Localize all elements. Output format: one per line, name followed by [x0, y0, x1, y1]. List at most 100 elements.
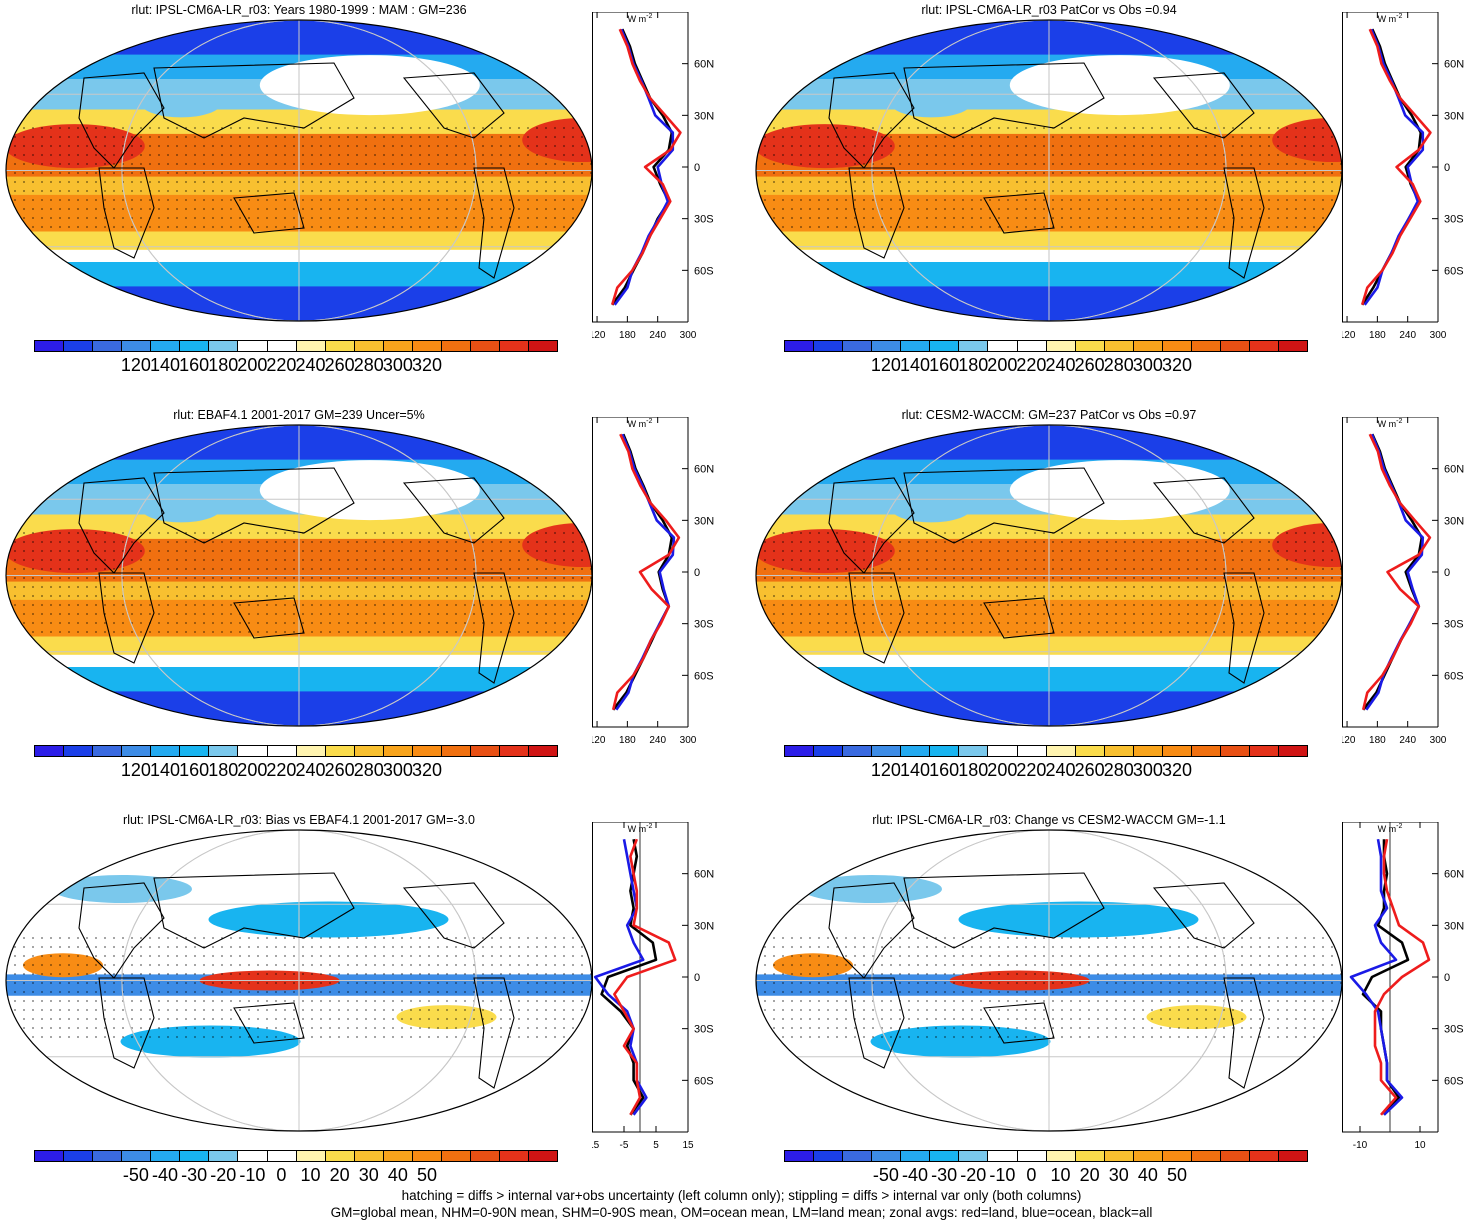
colorbar-label: 160: [179, 760, 210, 780]
colorbar-swatch: [180, 341, 210, 351]
zonal-lat-label: 30S: [1444, 214, 1464, 226]
colorbar-swatch: [122, 341, 152, 351]
panel-title: rlut: EBAF4.1 2001-2017 GM=239 Uncer=5%: [173, 408, 425, 422]
footer-line-2: GM=global mean, NHM=0-90N mean, SHM=0-90…: [330, 1205, 1153, 1220]
colorbar-swatch: [441, 341, 471, 351]
colorbar-swatch: [441, 746, 471, 756]
zonal-unit-label: W m-2: [1378, 13, 1403, 24]
colorbar-swatch: [1250, 1151, 1280, 1161]
colorbar-label: 10: [300, 1165, 321, 1185]
colorbar-swatch: [238, 341, 268, 351]
colorbar-swatch: [93, 746, 123, 756]
zonal-all-line: [611, 28, 674, 306]
zonal-lat-label: 60S: [1444, 1075, 1464, 1087]
colorbar-swatch: [325, 1151, 355, 1161]
colorbar-swatch: [1104, 746, 1134, 756]
zonal-lat-label: 60N: [694, 464, 714, 476]
colorbar-swatch: [959, 341, 989, 351]
colorbar-label: 140: [149, 760, 181, 780]
footer-line-1: hatching = diffs > internal var+obs unce…: [401, 1188, 1082, 1203]
colorbar-swatch: [959, 1151, 989, 1161]
colorbar-label: 180: [958, 760, 989, 780]
colorbar-label: 180: [958, 355, 989, 375]
colorbar-swatch: [267, 746, 297, 756]
colorbar-label: 200: [987, 355, 1018, 375]
colorbar-swatch: [470, 341, 500, 351]
colorbar-label: 140: [899, 355, 931, 375]
zonal-lat-label: 0: [1444, 567, 1450, 579]
colorbar-swatch: [238, 746, 268, 756]
colorbar-swatch: [1162, 1151, 1192, 1161]
colorbar-label: -20: [210, 1165, 237, 1185]
colorbar-label: -10: [989, 1165, 1016, 1185]
colorbar-swatch: [1191, 341, 1221, 351]
colorbar-label: 0: [276, 1165, 287, 1185]
zonal-lat-label: 0: [694, 567, 700, 579]
panel-title: rlut: IPSL-CM6A-LR_r03: Years 1980-1999 …: [131, 3, 467, 17]
zonal-x-tick-label: 120: [592, 330, 606, 341]
colorbar-labels: 120 140 160 180 200 220 240 260 280 300 320: [784, 760, 1308, 782]
colorbar-swatch: [930, 1151, 960, 1161]
colorbar-swatch: [1133, 341, 1163, 351]
colorbar-swatch: [1133, 746, 1163, 756]
colorbar-label: 30: [358, 1165, 379, 1185]
colorbar-swatch: [296, 1151, 326, 1161]
colorbar-label: -10: [239, 1165, 266, 1185]
zonal-x-tick-label: -15: [592, 1140, 600, 1151]
colorbar-swatch: [1279, 1151, 1308, 1161]
colorbar-label: 30: [1108, 1165, 1129, 1185]
colorbar-swatch: [930, 341, 960, 351]
colorbar-swatch: [64, 341, 94, 351]
zonal-all-line: [1362, 433, 1424, 711]
zonal-x-tick-label: 300: [1430, 330, 1447, 341]
zonal-mean-panel: W m-2 60N 30N 0 30S 60S 120 180 240 300: [592, 12, 714, 341]
colorbar-label: 180: [208, 760, 239, 780]
map-panel: [755, 829, 1343, 1132]
zonal-x-tick-label: 300: [680, 330, 697, 341]
colorbar-label: 300: [382, 355, 413, 375]
zonal-ocean-line: [613, 28, 675, 306]
colorbar-swatch: [325, 746, 355, 756]
zonal-lat-label: 30S: [694, 619, 714, 631]
zonal-x-tick-label: 240: [649, 735, 666, 746]
colorbar-swatch: [412, 341, 442, 351]
colorbar-swatch: [814, 341, 844, 351]
zonal-lat-label: 60N: [694, 869, 714, 881]
zonal-x-tick-label: 240: [1399, 735, 1416, 746]
colorbar-swatch: [122, 746, 152, 756]
zonal-lat-label: 60N: [1444, 464, 1464, 476]
colorbar-label: 280: [353, 760, 384, 780]
map-panel: [5, 829, 593, 1132]
zonal-mean-panel: W m-2 60N 30N 0 30S 60S 120 180 240 300: [1342, 417, 1464, 746]
colorbar-label: 140: [149, 355, 181, 375]
colorbar-swatch: [1220, 1151, 1250, 1161]
zonal-x-tick-label: 240: [649, 330, 666, 341]
zonal-ocean-line: [1363, 28, 1425, 306]
colorbar-swatch: [1046, 746, 1076, 756]
colorbar-swatch: [325, 341, 355, 351]
colorbar-label: 160: [929, 355, 960, 375]
colorbar-swatch: [1250, 341, 1280, 351]
colorbar-swatch: [1104, 341, 1134, 351]
zonal-ocean-line: [593, 838, 648, 1116]
colorbar-swatch: [1191, 746, 1221, 756]
zonal-land-line: [1361, 433, 1432, 711]
zonal-x-tick-label: 120: [592, 735, 606, 746]
colorbar-swatch: [209, 341, 239, 351]
colorbar-label: 220: [266, 355, 297, 375]
colorbar-swatch: [988, 746, 1018, 756]
colorbar-swatch: [500, 1151, 530, 1161]
colorbar-swatch: [930, 746, 960, 756]
panel-title: rlut: IPSL-CM6A-LR_r03: Bias vs EBAF4.1 …: [123, 813, 475, 827]
zonal-lat-label: 30S: [694, 214, 714, 226]
zonal-x-tick-label: 240: [1399, 330, 1416, 341]
colorbar-label: 160: [179, 355, 210, 375]
colorbar-swatch: [1017, 1151, 1047, 1161]
colorbar-swatch: [500, 746, 530, 756]
colorbar-swatch: [354, 1151, 384, 1161]
panel-title: rlut: CESM2-WACCM: GM=237 PatCor vs Obs …: [901, 408, 1197, 422]
zonal-lat-label: 0: [694, 972, 700, 984]
zonal-lat-label: 30N: [694, 515, 714, 527]
